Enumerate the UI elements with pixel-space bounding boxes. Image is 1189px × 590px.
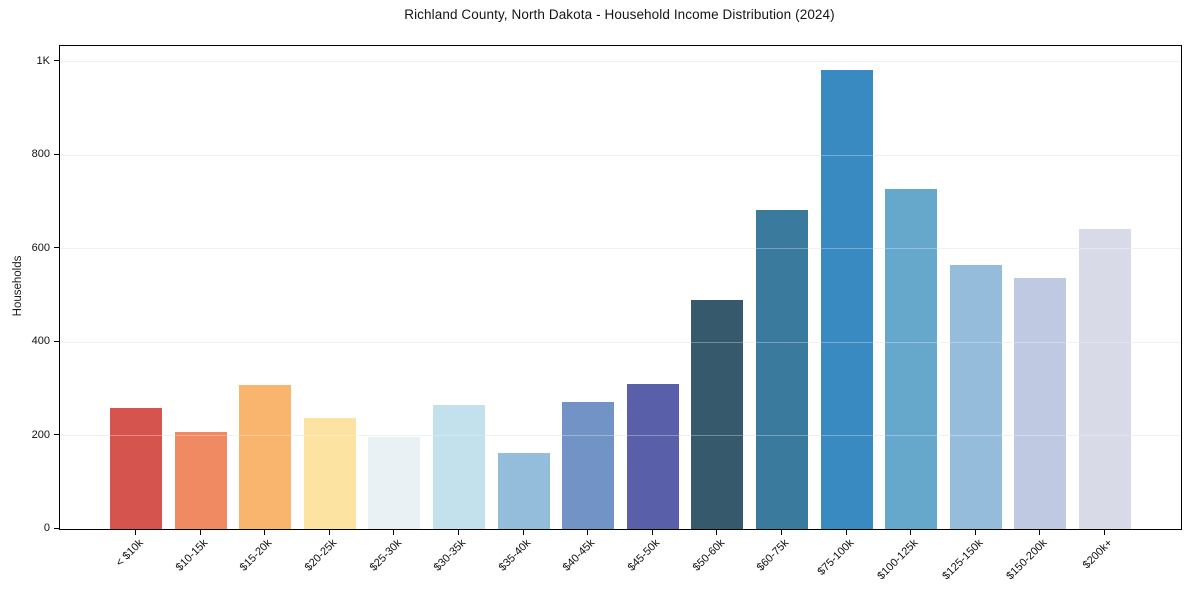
bar-$75-100k <box>820 70 873 529</box>
x-tick-mark <box>587 529 589 535</box>
gridline <box>60 154 1181 156</box>
bar-$40-45k <box>562 401 615 529</box>
x-tick-label: $50-60k <box>690 537 727 574</box>
x-tick-label: $200k+ <box>1080 537 1115 572</box>
chart-title: Richland County, North Dakota - Househol… <box>404 7 835 22</box>
x-tick-mark <box>522 529 524 535</box>
gridline <box>60 61 1181 62</box>
x-tick-label: $100-125k <box>875 537 921 583</box>
x-tick-mark <box>1104 529 1105 535</box>
x-tick-mark <box>135 529 136 535</box>
x-tick-label: $125-150k <box>940 537 986 583</box>
y-axis-label: Households <box>12 255 24 317</box>
x-tick-mark <box>910 529 912 535</box>
gridline <box>60 435 1181 436</box>
x-tick-label: $10-15k <box>173 537 211 574</box>
gridline-overlay <box>60 154 1181 156</box>
bar-< $10k <box>110 408 162 529</box>
x-tick-mark <box>781 529 782 535</box>
y-tick-label: 800 <box>31 148 50 160</box>
y-tick-label: 0 <box>43 522 50 534</box>
x-tick-mark <box>328 529 330 535</box>
x-tick-mark <box>716 529 718 535</box>
gridline-overlay <box>60 435 1181 436</box>
gridline-overlay <box>60 341 1181 343</box>
x-tick-label: $40-45k <box>561 537 598 574</box>
bar-$30-35k <box>433 405 485 529</box>
gridline <box>60 248 1181 249</box>
plot-area <box>59 45 1182 530</box>
x-tick-label: $25-30k <box>367 537 404 574</box>
y-tick-mark <box>54 527 59 529</box>
bar-$25-30k <box>368 436 421 529</box>
x-tick-mark <box>1039 529 1041 535</box>
bar-$150-200k <box>1014 278 1067 529</box>
bar-$100-125k <box>885 188 938 529</box>
gridline <box>60 341 1181 343</box>
bar-$50-60k <box>691 299 744 529</box>
y-tick-mark <box>54 340 59 342</box>
x-tick-label: $15-20k <box>238 537 275 574</box>
x-tick-label: $30-35k <box>431 537 469 574</box>
y-tick-mark <box>54 153 59 155</box>
x-tick-label: < $10k <box>113 537 146 570</box>
bar-$200k+ <box>1079 228 1131 529</box>
bar-$125-150k <box>949 265 1002 529</box>
x-tick-label: $20-25k <box>302 537 340 574</box>
x-tick-mark <box>199 529 201 535</box>
x-tick-label: $60-75k <box>754 537 792 574</box>
x-tick-mark <box>393 529 395 535</box>
y-tick-label: 200 <box>31 428 50 441</box>
x-tick-label: $150-200k <box>1004 537 1050 583</box>
y-tick-label: 600 <box>31 241 50 254</box>
x-tick-mark <box>651 529 653 535</box>
y-tick-mark <box>54 434 59 435</box>
bar-$60-75k <box>756 209 808 529</box>
bar-$35-40k <box>497 452 550 529</box>
x-tick-mark <box>845 529 847 535</box>
x-tick-label: $45-50k <box>625 537 663 574</box>
bar-$10-15k <box>174 432 227 529</box>
y-tick-label: 1K <box>36 54 50 67</box>
bar-$20-25k <box>303 418 356 529</box>
x-tick-mark <box>974 529 976 535</box>
y-tick-label: 400 <box>31 335 50 347</box>
y-tick-mark <box>54 60 59 61</box>
bar-$15-20k <box>239 385 292 529</box>
x-tick-mark <box>264 529 266 535</box>
gridline-overlay <box>60 61 1181 62</box>
x-tick-label: $75-100k <box>815 537 857 578</box>
gridline-overlay <box>60 248 1181 249</box>
y-tick-mark <box>54 247 59 248</box>
bar-$45-50k <box>626 384 679 529</box>
x-tick-label: $35-40k <box>496 537 534 574</box>
x-tick-mark <box>458 529 459 535</box>
